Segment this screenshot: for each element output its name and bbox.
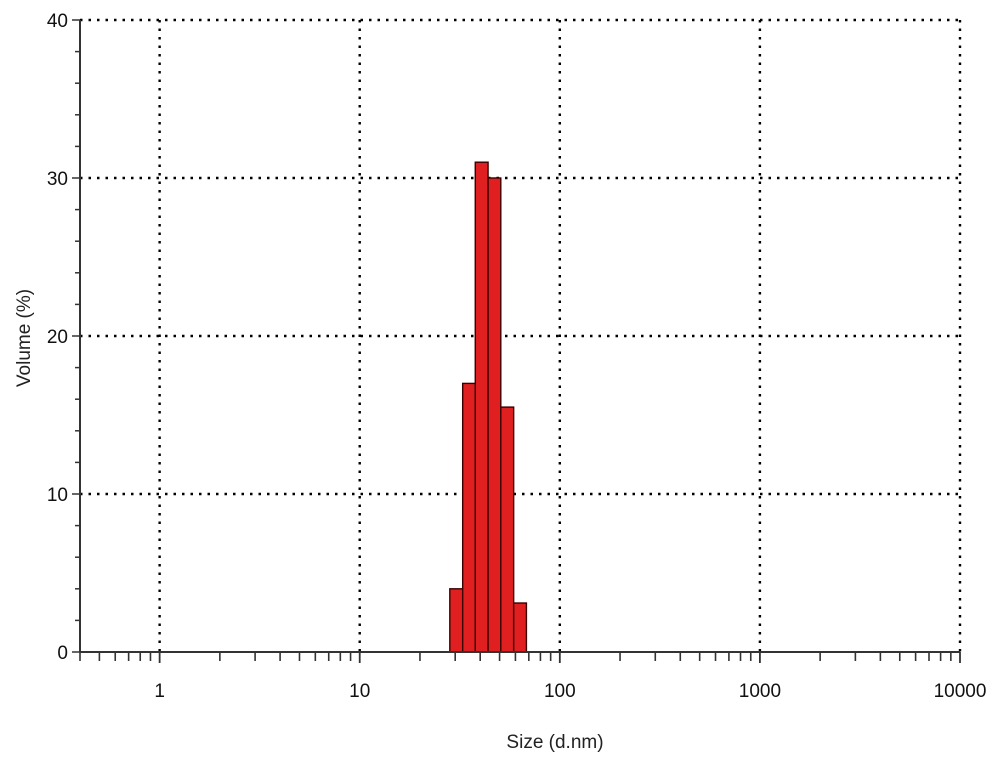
histogram-bar	[487, 177, 502, 653]
histogram-bar	[500, 406, 515, 653]
histogram-bar	[474, 161, 489, 653]
y-tick-label: 30	[47, 169, 68, 190]
x-tick-label: 10000	[934, 681, 987, 702]
x-tick-labels: 1 10 100 1000 10000	[154, 681, 986, 702]
x-axis-title: Size (d.nm)	[506, 732, 603, 753]
x-tick-label: 100	[544, 681, 576, 702]
x-tick-label: 1000	[739, 681, 781, 702]
y-axis-title: Volume (%)	[14, 289, 35, 387]
x-tick-label: 1	[154, 681, 165, 702]
y-tick-labels: 0 10 20 30 40	[47, 11, 68, 664]
y-tick-label: 20	[47, 327, 68, 348]
y-tick-label: 10	[47, 485, 68, 506]
histogram-bars	[449, 161, 528, 653]
histogram-bar	[461, 382, 476, 653]
x-minor-ticks	[72, 19, 961, 663]
grid	[80, 18, 962, 652]
histogram-bar	[512, 602, 528, 653]
y-tick-label: 0	[57, 643, 68, 664]
y-tick-label: 40	[47, 11, 68, 32]
histogram-bar	[449, 588, 464, 653]
x-tick-label: 10	[349, 681, 370, 702]
